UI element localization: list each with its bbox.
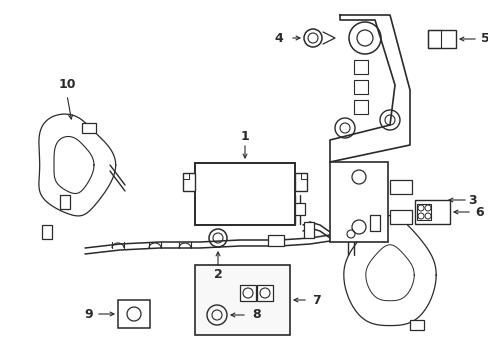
Bar <box>195 265 289 335</box>
Bar <box>369 215 379 231</box>
Bar <box>240 285 256 301</box>
Bar <box>60 195 70 209</box>
Bar <box>267 235 284 246</box>
Bar <box>82 123 96 133</box>
Bar <box>294 203 305 215</box>
Text: 6: 6 <box>474 206 483 219</box>
Bar <box>353 60 367 74</box>
Bar <box>416 204 430 220</box>
Text: 5: 5 <box>480 32 488 45</box>
Bar <box>118 300 150 328</box>
Text: 8: 8 <box>251 309 260 321</box>
Bar <box>389 210 411 224</box>
Bar <box>329 162 387 242</box>
Bar <box>183 173 195 191</box>
Text: 3: 3 <box>467 194 476 207</box>
Bar <box>42 225 52 239</box>
Bar <box>353 100 367 114</box>
Text: 1: 1 <box>240 130 249 143</box>
Text: 2: 2 <box>213 268 222 281</box>
Bar <box>427 30 455 48</box>
Bar <box>389 180 411 194</box>
Bar <box>257 285 272 301</box>
Bar <box>414 200 449 224</box>
Bar <box>409 320 423 330</box>
Bar <box>294 173 306 191</box>
Text: 9: 9 <box>84 307 93 320</box>
Bar <box>183 173 189 179</box>
Text: 10: 10 <box>58 78 76 91</box>
Bar <box>304 222 313 238</box>
Text: 4: 4 <box>274 31 283 45</box>
Bar <box>195 163 294 225</box>
Bar <box>427 30 440 48</box>
Text: 7: 7 <box>311 293 320 306</box>
Bar <box>353 80 367 94</box>
Bar <box>301 173 306 179</box>
